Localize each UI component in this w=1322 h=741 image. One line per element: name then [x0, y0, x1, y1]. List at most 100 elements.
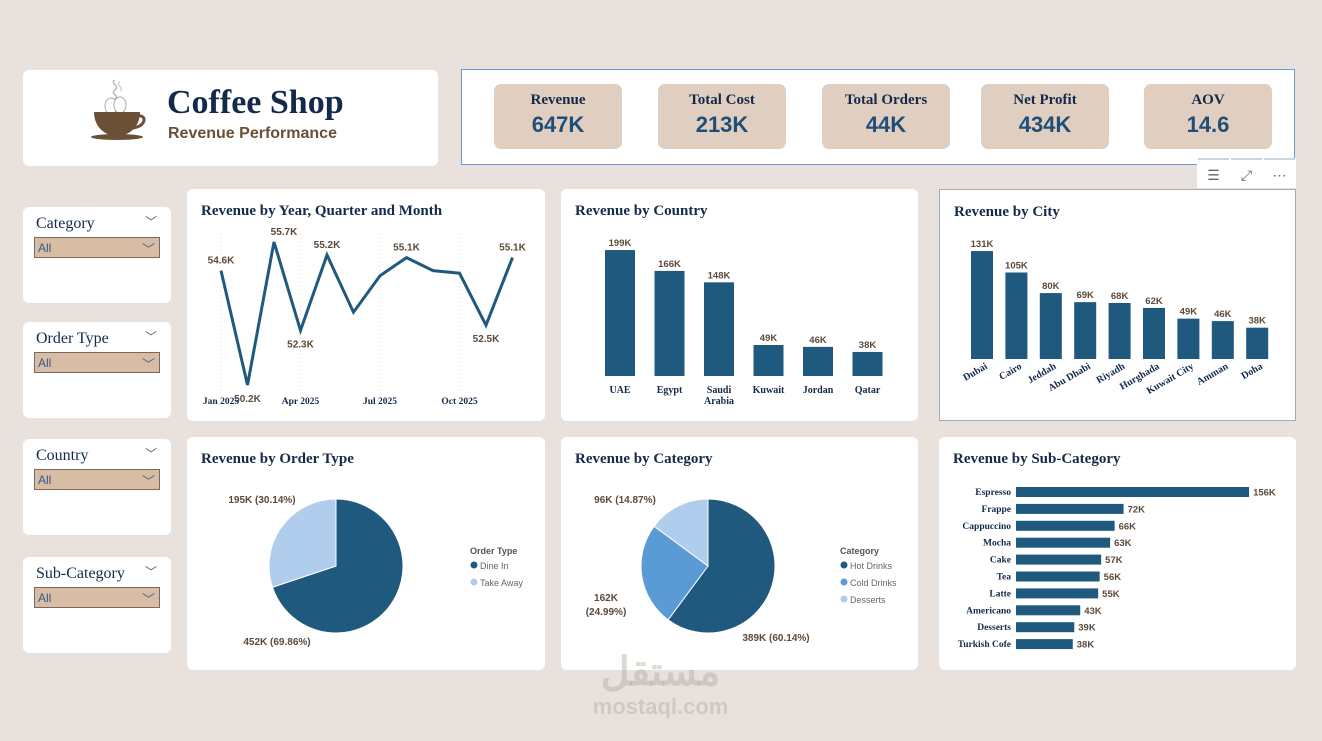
country-dropdown[interactable]: All ﹀ [34, 469, 160, 490]
x-tick-label: Amman [1195, 361, 1231, 388]
chevron-down-icon[interactable]: ﹀ [144, 447, 157, 461]
line-series [219, 241, 514, 386]
kpi-panel: Revenue 647K Total Cost 213K Total Orders 4… [461, 69, 1295, 165]
data-label: 55.7K [271, 227, 298, 238]
data-label: 131K [971, 239, 994, 250]
app-subtitle: Revenue Performance [168, 125, 337, 142]
slicer-sub-category: Sub-Category ﹀ All ﹀ [23, 557, 171, 653]
bar [1143, 307, 1165, 359]
chevron-down-icon: ﹀ [141, 474, 155, 489]
data-label: 162K [594, 593, 619, 604]
kpi-total-orders: Total Orders 44K [822, 84, 950, 149]
data-label: 50.2K [234, 394, 261, 405]
data-label: 46K [809, 335, 827, 346]
y-tick-label: Turkish Cofe [958, 640, 1011, 650]
y-tick-label: Latte [989, 589, 1011, 599]
dropdown-value: All [38, 241, 52, 255]
y-tick-label: Mocha [983, 539, 1011, 549]
sub-category-dropdown[interactable]: All ﹀ [34, 587, 160, 608]
kpi-revenue: Revenue 647K [494, 84, 622, 149]
chevron-down-icon[interactable]: ﹀ [144, 565, 157, 579]
category-dropdown[interactable]: All ﹀ [34, 237, 160, 258]
chart-title: Revenue by Category [575, 451, 713, 467]
bar [654, 270, 685, 376]
slicer-order-type: Order Type ﹀ All ﹀ [23, 322, 171, 418]
kpi-total-cost: Total Cost 213K [658, 84, 786, 149]
data-label: 38K [859, 340, 877, 351]
kpi-label: Total Orders [844, 92, 928, 108]
chart-title: Revenue by Year, Quarter and Month [201, 203, 443, 219]
legend-item: Desserts [850, 595, 886, 605]
visual-header: ☰ ⤢ ⋯ [1197, 158, 1296, 188]
data-label: 195K (30.14%) [228, 495, 295, 506]
title-card: Coffee Shop Revenue Performance [23, 70, 438, 166]
data-label: 452K (69.86%) [243, 637, 310, 648]
y-tick-label: Cake [990, 556, 1011, 566]
data-label: 96K (14.87%) [594, 495, 656, 506]
bar [1016, 605, 1081, 616]
y-tick-label: Espresso [975, 488, 1011, 498]
data-label: 54.6K [208, 256, 235, 267]
data-label: 199K [609, 238, 632, 249]
y-tick-label: Americano [966, 606, 1011, 616]
revenue-by-month-chart[interactable]: 54.6K 50.2K 55.7K 52.3K 55.2K 55.1K 52.5K 55.1K… [187, 189, 545, 421]
y-tick-label: Desserts [977, 623, 1011, 633]
data-label: 52.3K [287, 339, 314, 350]
bar [1039, 293, 1062, 359]
x-tick-label: Cairo [997, 361, 1024, 383]
chevron-down-icon[interactable]: ﹀ [144, 215, 157, 229]
x-tick-label: Egypt [657, 385, 683, 396]
x-tick-label: Doha [1239, 361, 1264, 382]
revenue-by-country-chart[interactable]: 199K UAE 166K Egypt 148K Saudi Arabia 49K Kuwait… [561, 189, 918, 421]
legend-marker [840, 578, 848, 586]
revenue-by-order-type-chart[interactable]: 452K (69.86%) 195K (30.14%) Order Type Dine… [187, 437, 545, 670]
chart-title: Revenue by Sub-Category [953, 451, 1121, 467]
y-tick-label: Cappuccino [962, 522, 1011, 532]
kpi-label: Net Profit [1013, 92, 1077, 108]
chevron-down-icon[interactable]: ﹀ [144, 330, 157, 344]
data-label: 55.1K [393, 243, 420, 254]
bar [704, 282, 734, 376]
data-label: 46K [1214, 309, 1232, 320]
coffee-cup-icon [91, 79, 146, 140]
slicer-title: Order Type [36, 330, 109, 347]
pie-slice [667, 498, 776, 634]
kpi-label: Total Cost [689, 92, 755, 108]
kpi-label: Revenue [530, 92, 586, 108]
chart-title: Revenue by City [954, 204, 1060, 220]
chart-title: Revenue by Country [575, 203, 708, 219]
slicer-title: Category [36, 215, 95, 232]
bar [1016, 520, 1115, 531]
chevron-down-icon: ﹀ [141, 242, 155, 257]
focus-mode-icon[interactable]: ⤢ [1231, 158, 1262, 188]
revenue-by-category-chart[interactable]: 389K (60.14%) 162K (24.99%) 96K (14.87%) Cat… [561, 437, 918, 670]
data-label: 55.1K [499, 243, 526, 254]
data-label: 166K [658, 259, 681, 270]
legend-item: Take Away [480, 578, 523, 588]
bar [1005, 272, 1028, 359]
kpi-net-profit: Net Profit 434K [981, 84, 1109, 149]
data-label: 148K [708, 270, 731, 281]
more-options-icon[interactable]: ⋯ [1264, 158, 1295, 188]
data-label: 49K [1180, 307, 1198, 318]
revenue-by-city-chart[interactable]: 131K Dubai 105K Cairo 80K Jeddah 69K Abu Dhabi 6… [939, 189, 1296, 421]
kpi-value: 647K [531, 112, 585, 137]
bar [1108, 302, 1131, 359]
watermark: مستقل mostaql.com [578, 650, 743, 720]
filter-icon[interactable]: ☰ [1198, 158, 1229, 188]
revenue-by-sub-category-chart[interactable]: Espresso 156K Frappe 72K Cappuccino 66K Mocha 6… [939, 437, 1296, 670]
legend-marker [840, 595, 848, 603]
x-tick-label: Jan 2025 [203, 397, 239, 407]
bar [1211, 321, 1234, 359]
bar [852, 351, 883, 376]
x-tick-label: Jul 2025 [363, 397, 397, 407]
dropdown-value: All [38, 591, 52, 605]
legend-item: Dine In [480, 561, 509, 571]
order-type-dropdown[interactable]: All ﹀ [34, 352, 160, 373]
watermark-latin: mostaql.com [592, 694, 729, 719]
bar [1016, 639, 1073, 650]
pie-slice [268, 498, 337, 588]
slicer-country: Country ﹀ All ﹀ [23, 439, 171, 535]
data-label: 62K [1145, 296, 1163, 307]
data-label: 68K [1111, 291, 1129, 302]
